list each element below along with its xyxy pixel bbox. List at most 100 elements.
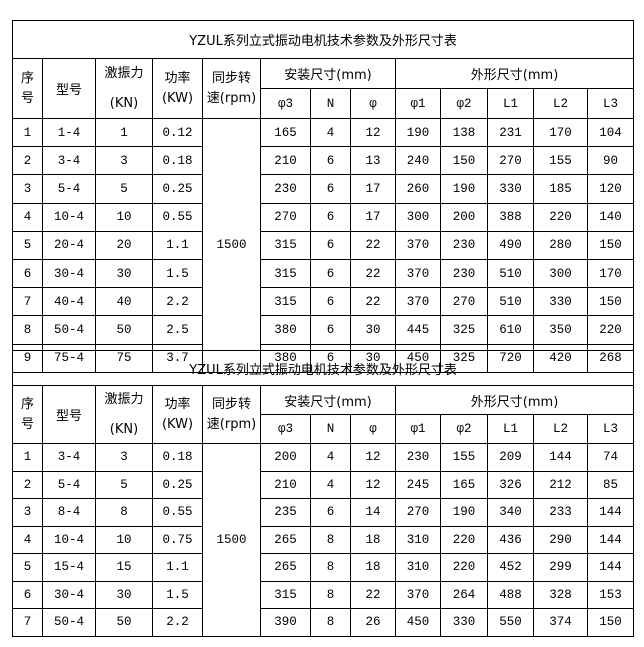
table-cell: 153	[586, 580, 635, 609]
table-cell: 330	[487, 174, 534, 204]
table-cell: 17	[350, 174, 396, 204]
table-cell: 30	[95, 580, 153, 609]
table-cell: 3-4	[42, 443, 96, 472]
table-cell: 0.18	[152, 443, 203, 472]
header-sub-column: N	[310, 414, 351, 444]
table-cell: 4	[310, 470, 351, 499]
table-cell: 190	[440, 498, 488, 527]
table-cell: 8	[310, 580, 351, 609]
spec-table-1: YZUL系列立式振动电机技术参数及外形尺寸表序号型号 激振力 (KN) 功率 (KW) 同…	[11, 20, 635, 373]
table-cell: 12	[350, 117, 396, 148]
table-cell: 315	[260, 258, 311, 289]
table-cell: 0.25	[152, 174, 203, 204]
header-sub-column: N	[310, 88, 351, 119]
header-seq-line: 序	[20, 70, 34, 86]
table-cell: 150	[586, 230, 635, 260]
header-force-line: (KN)	[109, 421, 139, 437]
table-cell: 12	[350, 443, 396, 472]
header-sub-column: L1	[487, 414, 534, 444]
table-cell: 4	[12, 202, 43, 232]
table-cell: 8	[310, 553, 351, 582]
table-cell: 445	[395, 315, 441, 345]
table-cell: 1.5	[152, 580, 203, 609]
table-cell: 22	[350, 580, 396, 609]
table-cell: 210	[260, 146, 311, 176]
table-cell: 1	[12, 443, 43, 472]
table-cell: 380	[260, 315, 311, 345]
table-cell: 40-4	[42, 287, 96, 317]
table-row: 7 50-4 50 2.2 390 8 26 450 330 550 374 150	[12, 608, 635, 637]
table-cell: 12	[350, 470, 396, 499]
table-cell: 144	[586, 553, 635, 582]
table-cell: 10	[95, 202, 153, 232]
table-cell: 230	[260, 174, 311, 204]
table-cell: 170	[586, 258, 635, 289]
table-cell: 488	[487, 580, 534, 609]
table-cell: 550	[487, 608, 534, 637]
table-cell: 1	[95, 117, 153, 148]
table-cell: 50-4	[42, 315, 96, 345]
table-cell: 300	[533, 258, 588, 289]
header-sub-column: φ	[350, 88, 396, 119]
header-speed-line: 速(rpm)	[206, 90, 257, 106]
header-speed: 同步转 速(rpm)	[202, 58, 261, 119]
header-sub-column: L3	[586, 88, 635, 119]
table-cell: 230	[395, 443, 441, 472]
table-cell: 330	[533, 287, 588, 317]
table-cell: 104	[586, 117, 635, 148]
table-cell: 315	[260, 287, 311, 317]
table-cell: 265	[260, 525, 311, 554]
table-cell: 200	[260, 443, 311, 472]
header-sub-column: L2	[533, 88, 588, 119]
table-cell: 0.55	[152, 202, 203, 232]
table-cell: 0.75	[152, 525, 203, 554]
table-cell: 6	[310, 287, 351, 317]
table-cell: 40	[95, 287, 153, 317]
table-cell: 74	[586, 443, 635, 472]
header-speed-line: 速(rpm)	[206, 416, 257, 432]
table-cell: 30	[95, 258, 153, 289]
table-cell: 190	[440, 174, 488, 204]
table-cell: 8	[95, 498, 153, 527]
table-cell: 374	[533, 608, 588, 637]
table-cell: 245	[395, 470, 441, 499]
table-cell: 138	[440, 117, 488, 148]
header-force-line: (KN)	[109, 95, 139, 111]
table-cell: 5	[12, 230, 43, 260]
table-cell: 22	[350, 230, 396, 260]
table-cell: 6	[310, 174, 351, 204]
table-row: 1 3-4 3 0.18 1500 200 4 12 230 155 209 144 74	[12, 443, 635, 637]
header-model: 型号	[42, 58, 96, 119]
table-cell: 165	[260, 117, 311, 148]
table-cell: 233	[533, 498, 588, 527]
table-cell: 230	[440, 230, 488, 260]
table-cell: 370	[395, 230, 441, 260]
table-cell: 8	[310, 608, 351, 637]
table-row: 7 40-4 40 2.2 315 6 22 370 270 510 330 150	[12, 287, 635, 317]
header-force: 激振力 (KN)	[95, 385, 153, 444]
table-title: YZUL系列立式振动电机技术参数及外形尺寸表	[11, 350, 635, 386]
table-cell: 370	[395, 258, 441, 289]
header-sub-column: L2	[533, 414, 588, 444]
table-cell: 5-4	[42, 174, 96, 204]
table-cell: 3	[12, 498, 43, 527]
header-seq: 序号	[12, 58, 43, 119]
table-cell: 510	[487, 287, 534, 317]
header-power: 功率 (KW)	[152, 58, 203, 119]
table-cell: 3	[95, 443, 153, 472]
table-cell: 299	[533, 553, 588, 582]
table-cell: 510	[487, 258, 534, 289]
table-cell: 2.2	[152, 287, 203, 317]
table-cell: 235	[260, 498, 311, 527]
table-cell: 5	[12, 553, 43, 582]
table-cell: 265	[260, 553, 311, 582]
table-cell: 30	[350, 315, 396, 345]
table-cell: 150	[440, 146, 488, 176]
table-cell: 436	[487, 525, 534, 554]
table-cell: 264	[440, 580, 488, 609]
table-row: 8 50-4 50 2.5 380 6 30 445 325 610 350 220	[12, 315, 635, 345]
table-cell: 15	[95, 553, 153, 582]
table-row: 5 15-4 15 1.1 265 8 18 310 220 452 299 144	[12, 553, 635, 582]
table-row: 1 1-4 1 0.12 1500 165 4 12 190 138 231 170 104	[12, 117, 635, 373]
table-cell: 270	[260, 202, 311, 232]
